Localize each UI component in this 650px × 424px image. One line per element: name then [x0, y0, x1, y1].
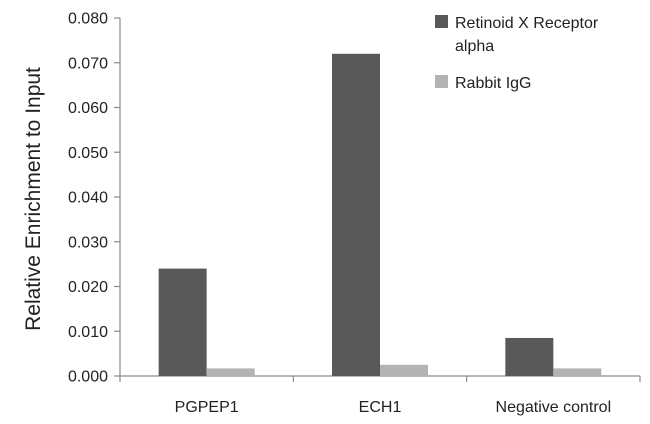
bar-rxra-1	[332, 53, 380, 377]
legend: Retinoid X Receptor alpha Rabbit IgG	[435, 15, 599, 92]
y-tick-label: 0.030	[68, 234, 108, 251]
y-tick-label: 0.060	[68, 100, 108, 117]
x-tick-label: PGPEP1	[175, 399, 239, 416]
legend-label-line: Rabbit IgG	[455, 75, 531, 92]
bar-rabbit-igg-2	[553, 368, 602, 376]
legend-label: Rabbit IgG	[455, 75, 531, 92]
legend-label: Retinoid X Receptor alpha	[455, 15, 599, 55]
y-tick-label: 0.050	[68, 145, 108, 162]
legend-swatch	[435, 75, 448, 88]
legend-label-line: Retinoid X Receptor	[455, 15, 599, 32]
y-tick-label: 0.000	[68, 369, 108, 386]
legend-swatch	[435, 15, 448, 28]
x-tick-label: ECH1	[359, 399, 402, 416]
bar-rabbit-igg-1	[380, 364, 428, 376]
y-tick-labels: 0.000 0.010 0.020 0.030 0.040 0.050 0.060 0.070…	[68, 11, 108, 386]
y-tick-label: 0.080	[68, 11, 108, 28]
y-tick-label: 0.070	[68, 55, 108, 72]
y-tick-label: 0.020	[68, 279, 108, 296]
bar-rabbit-igg-0	[206, 368, 255, 376]
bar-rxra-2	[505, 337, 554, 376]
bar-rxra-0	[158, 268, 207, 376]
bars	[158, 53, 602, 377]
x-tick-label: Negative control	[496, 399, 612, 416]
y-axis-title: Relative Enrichment to Input	[22, 67, 45, 331]
y-tick-label: 0.040	[68, 190, 108, 207]
y-tick-label: 0.010	[68, 324, 108, 341]
x-tick-labels: PGPEP1 ECH1 Negative control	[175, 399, 611, 416]
legend-label-line: alpha	[455, 38, 494, 55]
